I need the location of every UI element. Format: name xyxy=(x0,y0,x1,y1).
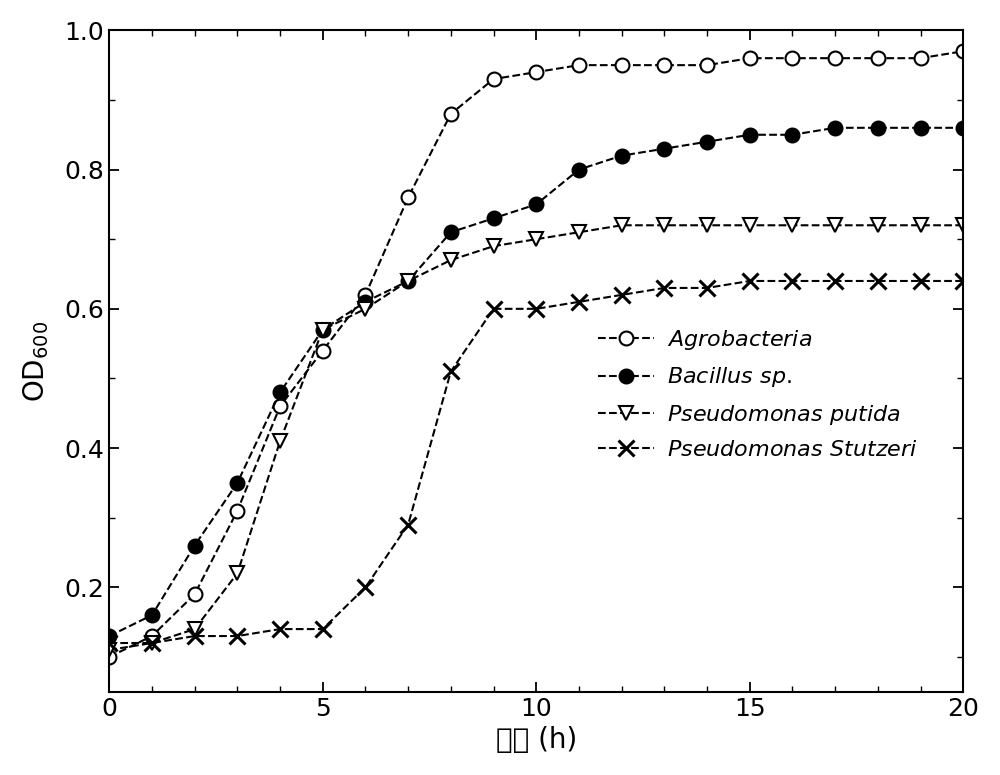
$\it{Bacillus\ sp.}$ xyxy=(786,130,798,140)
$\it{Pseudomonas\ Stutzeri}$ xyxy=(829,277,841,286)
$\it{Pseudomonas\ putida}$ xyxy=(103,646,115,655)
Line: $\it{Pseudomonas\ putida}$: $\it{Pseudomonas\ putida}$ xyxy=(102,219,970,657)
$\it{Pseudomonas\ Stutzeri}$ xyxy=(359,583,371,592)
$\it{Pseudomonas\ putida}$ xyxy=(402,277,414,286)
$\it{Bacillus\ sp.}$ xyxy=(530,200,542,209)
$\it{Bacillus\ sp.}$ xyxy=(872,123,884,133)
$\it{Bacillus\ sp.}$ xyxy=(445,228,457,237)
$\it{Pseudomonas\ Stutzeri}$ xyxy=(915,277,927,286)
$\it{Bacillus\ sp.}$ xyxy=(616,151,628,160)
$\it{Pseudomonas\ Stutzeri}$ xyxy=(317,625,329,634)
$\it{Agrobacteria}$ xyxy=(231,506,243,515)
$\it{Bacillus\ sp.}$ xyxy=(146,611,158,620)
$\it{Bacillus\ sp.}$ xyxy=(189,541,201,550)
$\it{Pseudomonas\ putida}$ xyxy=(274,436,286,446)
Line: $\it{Pseudomonas\ Stutzeri}$: $\it{Pseudomonas\ Stutzeri}$ xyxy=(102,274,971,651)
$\it{Bacillus\ sp.}$ xyxy=(317,325,329,334)
$\it{Agrobacteria}$ xyxy=(103,653,115,662)
$\it{Bacillus\ sp.}$ xyxy=(957,123,969,133)
$\it{Bacillus\ sp.}$ xyxy=(701,137,713,146)
$\it{Agrobacteria}$ xyxy=(829,53,841,63)
$\it{Agrobacteria}$ xyxy=(872,53,884,63)
$\it{Agrobacteria}$ xyxy=(189,590,201,599)
$\it{Pseudomonas\ putida}$ xyxy=(915,221,927,230)
$\it{Pseudomonas\ putida}$ xyxy=(658,221,670,230)
$\it{Bacillus\ sp.}$ xyxy=(829,123,841,133)
$\it{Agrobacteria}$ xyxy=(317,346,329,355)
$\it{Bacillus\ sp.}$ xyxy=(103,632,115,641)
$\it{Agrobacteria}$ xyxy=(786,53,798,63)
$\it{Agrobacteria}$ xyxy=(957,46,969,56)
$\it{Pseudomonas\ putida}$ xyxy=(359,304,371,313)
$\it{Agrobacteria}$ xyxy=(445,109,457,119)
Line: $\it{Agrobacteria}$: $\it{Agrobacteria}$ xyxy=(102,44,970,664)
$\it{Pseudomonas\ putida}$ xyxy=(573,228,585,237)
$\it{Pseudomonas\ putida}$ xyxy=(829,221,841,230)
$\it{Agrobacteria}$ xyxy=(274,401,286,411)
$\it{Pseudomonas\ putida}$ xyxy=(231,569,243,578)
$\it{Agrobacteria}$ xyxy=(744,53,756,63)
$\it{Pseudomonas\ Stutzeri}$ xyxy=(402,520,414,529)
$\it{Agrobacteria}$ xyxy=(701,60,713,70)
$\it{Pseudomonas\ putida}$ xyxy=(701,221,713,230)
$\it{Pseudomonas\ putida}$ xyxy=(445,256,457,265)
$\it{Agrobacteria}$ xyxy=(573,60,585,70)
$\it{Pseudomonas\ Stutzeri}$ xyxy=(530,304,542,313)
$\it{Pseudomonas\ putida}$ xyxy=(957,221,969,230)
$\it{Pseudomonas\ putida}$ xyxy=(786,221,798,230)
$\it{Agrobacteria}$ xyxy=(488,74,500,84)
$\it{Pseudomonas\ Stutzeri}$ xyxy=(744,277,756,286)
$\it{Bacillus\ sp.}$ xyxy=(274,388,286,397)
Y-axis label: OD$_{600}$: OD$_{600}$ xyxy=(21,320,51,401)
$\it{Pseudomonas\ Stutzeri}$ xyxy=(701,284,713,293)
$\it{Pseudomonas\ putida}$ xyxy=(530,235,542,244)
$\it{Bacillus\ sp.}$ xyxy=(402,277,414,286)
$\it{Pseudomonas\ Stutzeri}$ xyxy=(189,632,201,641)
$\it{Agrobacteria}$ xyxy=(359,291,371,300)
$\it{Pseudomonas\ Stutzeri}$ xyxy=(872,277,884,286)
$\it{Agrobacteria}$ xyxy=(530,67,542,77)
$\it{Agrobacteria}$ xyxy=(402,193,414,202)
$\it{Bacillus\ sp.}$ xyxy=(915,123,927,133)
$\it{Pseudomonas\ putida}$ xyxy=(488,242,500,251)
$\it{Pseudomonas\ putida}$ xyxy=(317,325,329,334)
$\it{Pseudomonas\ Stutzeri}$ xyxy=(658,284,670,293)
$\it{Bacillus\ sp.}$ xyxy=(658,144,670,153)
$\it{Pseudomonas\ Stutzeri}$ xyxy=(146,639,158,648)
$\it{Pseudomonas\ Stutzeri}$ xyxy=(616,291,628,300)
$\it{Pseudomonas\ Stutzeri}$ xyxy=(445,367,457,376)
$\it{Agrobacteria}$ xyxy=(658,60,670,70)
$\it{Bacillus\ sp.}$ xyxy=(359,297,371,306)
$\it{Agrobacteria}$ xyxy=(146,632,158,641)
$\it{Agrobacteria}$ xyxy=(915,53,927,63)
$\it{Pseudomonas\ putida}$ xyxy=(146,639,158,648)
$\it{Pseudomonas\ putida}$ xyxy=(616,221,628,230)
X-axis label: 时间 (h): 时间 (h) xyxy=(496,726,577,754)
$\it{Pseudomonas\ putida}$ xyxy=(744,221,756,230)
Line: $\it{Bacillus\ sp.}$: $\it{Bacillus\ sp.}$ xyxy=(102,121,970,643)
$\it{Pseudomonas\ Stutzeri}$ xyxy=(231,632,243,641)
$\it{Pseudomonas\ putida}$ xyxy=(189,625,201,634)
$\it{Pseudomonas\ Stutzeri}$ xyxy=(573,297,585,306)
$\it{Bacillus\ sp.}$ xyxy=(573,165,585,174)
Legend: $\it{Agrobacteria}$, $\it{Bacillus\ sp.}$, $\it{Pseudomonas\ putida}$, $\it{Pseu: $\it{Agrobacteria}$, $\it{Bacillus\ sp.}… xyxy=(589,319,926,469)
$\it{Pseudomonas\ Stutzeri}$ xyxy=(957,277,969,286)
$\it{Pseudomonas\ Stutzeri}$ xyxy=(488,304,500,313)
$\it{Bacillus\ sp.}$ xyxy=(744,130,756,140)
$\it{Pseudomonas\ Stutzeri}$ xyxy=(103,639,115,648)
$\it{Pseudomonas\ Stutzeri}$ xyxy=(274,625,286,634)
$\it{Bacillus\ sp.}$ xyxy=(231,478,243,487)
$\it{Pseudomonas\ putida}$ xyxy=(872,221,884,230)
$\it{Bacillus\ sp.}$ xyxy=(488,214,500,223)
$\it{Agrobacteria}$ xyxy=(616,60,628,70)
$\it{Pseudomonas\ Stutzeri}$ xyxy=(786,277,798,286)
